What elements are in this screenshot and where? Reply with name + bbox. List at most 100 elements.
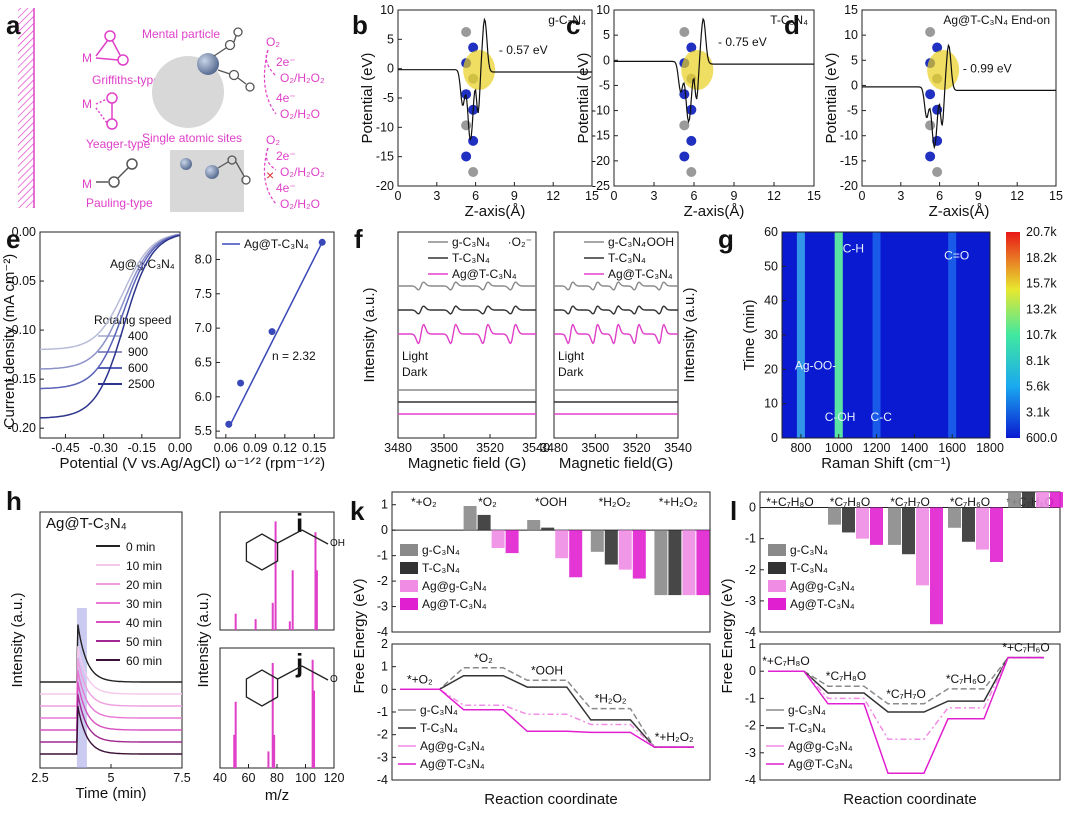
panel-e-left-ytick-label: 0.00 bbox=[12, 225, 36, 239]
panel-k-legend-swatch bbox=[400, 598, 418, 610]
panel-k-bars-ytick-label: -2 bbox=[377, 574, 388, 588]
panel-b-ytick-label: 0 bbox=[387, 62, 394, 76]
h2o2-label: O₂/H₂O₂ bbox=[280, 165, 325, 179]
panel-b-frame bbox=[397, 9, 593, 187]
panel-f-left-ylabel: Intensity (a.u.) bbox=[361, 287, 378, 382]
molecule-atom-icon bbox=[932, 135, 943, 146]
panel-l-legend-label: Ag@T-C₃N₄ bbox=[790, 597, 855, 611]
panel-e-right-label: Ag@T-C₃N₄ bbox=[244, 237, 309, 251]
panel-c-xlabel: Z-axis(Å) bbox=[684, 203, 745, 220]
panel-e-right-xtick-label: 0.15 bbox=[302, 441, 326, 455]
panel-b-xlabel: Z-axis(Å) bbox=[465, 203, 526, 220]
panel-f_right-light-line bbox=[554, 305, 678, 315]
panel-l-bar bbox=[916, 507, 929, 586]
yeager-o2-icon bbox=[95, 92, 118, 130]
panel-g-band bbox=[872, 232, 881, 438]
panel-e-left-legend-label: 2500 bbox=[128, 377, 155, 391]
molecule-atom-icon bbox=[679, 151, 690, 162]
panel-d-ytick-label: 0 bbox=[851, 78, 858, 92]
h2o-label: O₂/H₂O bbox=[280, 107, 320, 121]
panel-e-right-ytick-label: 8.0 bbox=[195, 252, 212, 266]
panel-l-path-legend-label: g-C₃N₄ bbox=[788, 703, 826, 717]
panel-k-path-step-label: *OOH bbox=[531, 663, 563, 677]
panel-g-band-label: C-OH bbox=[825, 410, 856, 424]
panel-k-bar bbox=[569, 530, 583, 578]
panel-l-bar bbox=[948, 507, 961, 528]
molecule-atom-icon bbox=[686, 42, 697, 53]
m-label: M bbox=[82, 51, 92, 65]
panel-letter-d: d bbox=[784, 10, 800, 40]
panel-l-path-ytick-label: -4 bbox=[745, 773, 756, 787]
panel-k-path-ytick-label: -2 bbox=[377, 728, 388, 742]
panel-l-bar bbox=[990, 507, 1003, 562]
panel-k-bar bbox=[696, 530, 710, 596]
pauling-o2-icon bbox=[96, 158, 138, 188]
panel-l-path-step-label: *C₇H₈O bbox=[826, 669, 866, 683]
panel-f_right-legend-label: g-C₃N₄ bbox=[608, 235, 646, 249]
panel-k-path-legend-label: Ag@g-C₃N₄ bbox=[420, 739, 485, 753]
panel-letter-h: h bbox=[6, 486, 22, 516]
panel-l-bar bbox=[828, 507, 841, 525]
molecule-bond-icon bbox=[301, 529, 329, 545]
panel-g-ytick-label: 0 bbox=[771, 431, 778, 445]
panel-k-path-ytick-label: -1 bbox=[377, 705, 388, 719]
panel-f_right-xtick-label: 3540 bbox=[664, 441, 692, 455]
panel-f_left-xtick-label: 3540 bbox=[522, 441, 550, 455]
panel-b-xtick-label: 3 bbox=[433, 189, 440, 203]
panel-l-bars-ytick-label: -2 bbox=[745, 563, 756, 577]
panel-g-ylabel: Time (min) bbox=[741, 299, 758, 370]
panel-l-xlabel: Reaction coordinate bbox=[843, 791, 976, 808]
molecule-bond-icon bbox=[301, 665, 329, 681]
panel-k-bars-ytick-label: -4 bbox=[377, 625, 388, 639]
panel-g-band bbox=[796, 232, 805, 438]
molecule-atom-icon bbox=[686, 167, 697, 177]
panel-ij-ylabel: Intensity (a.u.) bbox=[195, 592, 212, 687]
panel-k-bar bbox=[632, 530, 646, 579]
panel-l-legend-swatch bbox=[768, 580, 786, 592]
panel-e-left-legend-title: Rotaing speed bbox=[94, 313, 171, 327]
panel-f_left-xtick-label: 3520 bbox=[476, 441, 504, 455]
panel-k-bar bbox=[668, 530, 682, 596]
panel-e-left-series-line bbox=[39, 234, 181, 390]
panel-b-ytick-label: -10 bbox=[376, 120, 394, 134]
panel-e-left-series-line bbox=[39, 233, 181, 370]
panel-f_left-legend-label: Ag@T-C₃N₄ bbox=[452, 267, 517, 281]
panel-g-band bbox=[834, 232, 843, 438]
panel-k-bar bbox=[682, 530, 696, 596]
h2o-label: O₂/H₂O bbox=[280, 197, 320, 211]
panel-h-series-line bbox=[40, 645, 182, 695]
panel-d-ytick-label: -20 bbox=[840, 179, 858, 193]
panel-k-legend-swatch bbox=[400, 580, 418, 592]
panel-c-ylabel: Potential (eV) bbox=[575, 53, 592, 144]
panel-f_right-xtick-label: 3480 bbox=[540, 441, 568, 455]
panel-f_left-legend-label: T-C₃N₄ bbox=[452, 251, 490, 265]
panel-h-legend-label: 40 min bbox=[126, 616, 162, 630]
panel-e-left-legend-label: 600 bbox=[128, 361, 148, 375]
panel-f_right-light-marker: Light bbox=[558, 349, 585, 363]
panel-g-xtick-label: 1200 bbox=[863, 441, 891, 455]
panel-l-legend-label: Ag@g-C₃N₄ bbox=[790, 579, 855, 593]
panel-h-xtick-label: 7.5 bbox=[173, 771, 190, 785]
panel-i-substituent: OH bbox=[330, 538, 345, 549]
panel-l-legend-swatch bbox=[768, 544, 786, 556]
panel-h-series-line bbox=[40, 657, 182, 707]
panel-j-xlabel: m/z bbox=[265, 787, 289, 804]
panel-e-left-series-line bbox=[39, 234, 181, 419]
panel-d-ylabel: Potential (eV) bbox=[823, 53, 840, 144]
panel-l-path-line bbox=[768, 656, 1044, 774]
panel-k-bar bbox=[541, 527, 555, 531]
panel-k-path-legend-label: Ag@T-C₃N₄ bbox=[420, 757, 485, 771]
panel-k-bars-ytick-label: -3 bbox=[377, 600, 388, 614]
panel-c-ytick-label: -10 bbox=[592, 104, 610, 118]
panel-k-xlabel: Reaction coordinate bbox=[484, 791, 617, 808]
panel-c-ytick-label: -20 bbox=[592, 154, 610, 168]
panel-g-ytick-label: 40 bbox=[764, 294, 778, 308]
panel-d-xtick-label: 9 bbox=[975, 189, 982, 203]
panel-l-path-legend-label: Ag@g-C₃N₄ bbox=[788, 739, 853, 753]
panel-b-ytick-label: 10 bbox=[380, 3, 394, 17]
panel-c-ytick-label: -15 bbox=[592, 129, 610, 143]
four-e-label: 4e⁻ bbox=[276, 181, 296, 195]
panel-k-ylabel: Free Energy (eV) bbox=[351, 578, 368, 693]
panel-e-right-fit-line bbox=[228, 241, 323, 429]
panel-h-xlabel: Time (min) bbox=[75, 785, 146, 802]
